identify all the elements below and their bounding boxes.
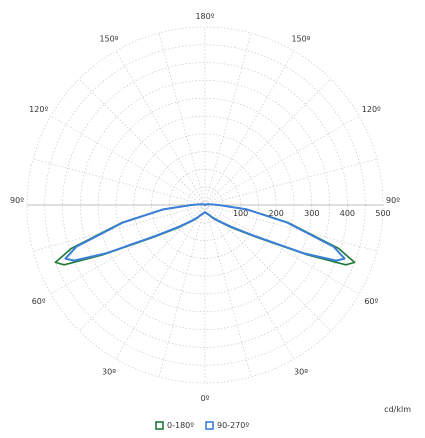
- grid-spoke-45: [204, 204, 332, 332]
- angle-label-left-150: 150º: [99, 35, 118, 44]
- grid-spoke-135: [204, 78, 332, 206]
- angle-label-right-90: 90º: [386, 196, 400, 205]
- radial-tick-300: 300: [304, 209, 319, 218]
- angle-label-left-60: 60º: [32, 297, 46, 306]
- grid-spoke-345: [158, 204, 206, 378]
- grid-spoke-165: [204, 32, 252, 206]
- grid-spoke-60: [204, 204, 360, 295]
- angle-label-left-180: 180º: [195, 12, 214, 21]
- grid-spoke-195: [158, 32, 206, 206]
- legend: 0-180º 90-270º: [155, 421, 249, 430]
- grid-spoke-105: [204, 158, 378, 206]
- grid-spoke-225: [78, 78, 206, 206]
- grid-spoke-255: [32, 158, 206, 206]
- grid-spoke-15: [204, 204, 252, 378]
- unit-label: cd/klm: [384, 405, 411, 414]
- grid-spoke-240: [50, 115, 206, 206]
- angle-label-left-120: 120º: [29, 105, 48, 114]
- series-line-2: [64, 203, 346, 262]
- angle-label-left-90: 90º: [10, 196, 24, 205]
- grid-spoke-150: [204, 50, 295, 206]
- angle-label-right-150: 150º: [291, 35, 310, 44]
- angle-label-right-120: 120º: [362, 105, 381, 114]
- grid-spoke-210: [115, 50, 206, 206]
- grid-spoke-285: [32, 204, 206, 252]
- legend-label-1: 0-180º: [167, 421, 194, 430]
- angle-label-right-30: 30º: [294, 367, 308, 376]
- angle-label-left-30: 30º: [102, 367, 116, 376]
- radial-tick-400: 400: [340, 209, 355, 218]
- grid-spoke-300: [50, 204, 206, 295]
- grid-spoke-330: [115, 204, 206, 360]
- radial-tick-100: 100: [233, 209, 248, 218]
- legend-label-2: 90-270º: [217, 421, 249, 430]
- angle-label-left-0: 0º: [201, 394, 210, 403]
- grid-spoke-315: [78, 204, 206, 332]
- radial-tick-200: 200: [269, 209, 284, 218]
- radial-tick-500: 500: [375, 209, 390, 218]
- legend-swatch-2: [205, 421, 214, 430]
- grid-spoke-30: [204, 204, 295, 360]
- chart-series: [54, 203, 356, 266]
- grid-spoke-120: [204, 115, 360, 206]
- legend-swatch-1: [155, 421, 164, 430]
- grid-spoke-75: [204, 204, 378, 252]
- chart-labels: 0º 30º 60º 90º 120º 150º 180º 30º 60º 90º 120º 150º…: [10, 12, 400, 403]
- chart-grid: [26, 26, 384, 384]
- angle-label-right-60: 60º: [364, 297, 378, 306]
